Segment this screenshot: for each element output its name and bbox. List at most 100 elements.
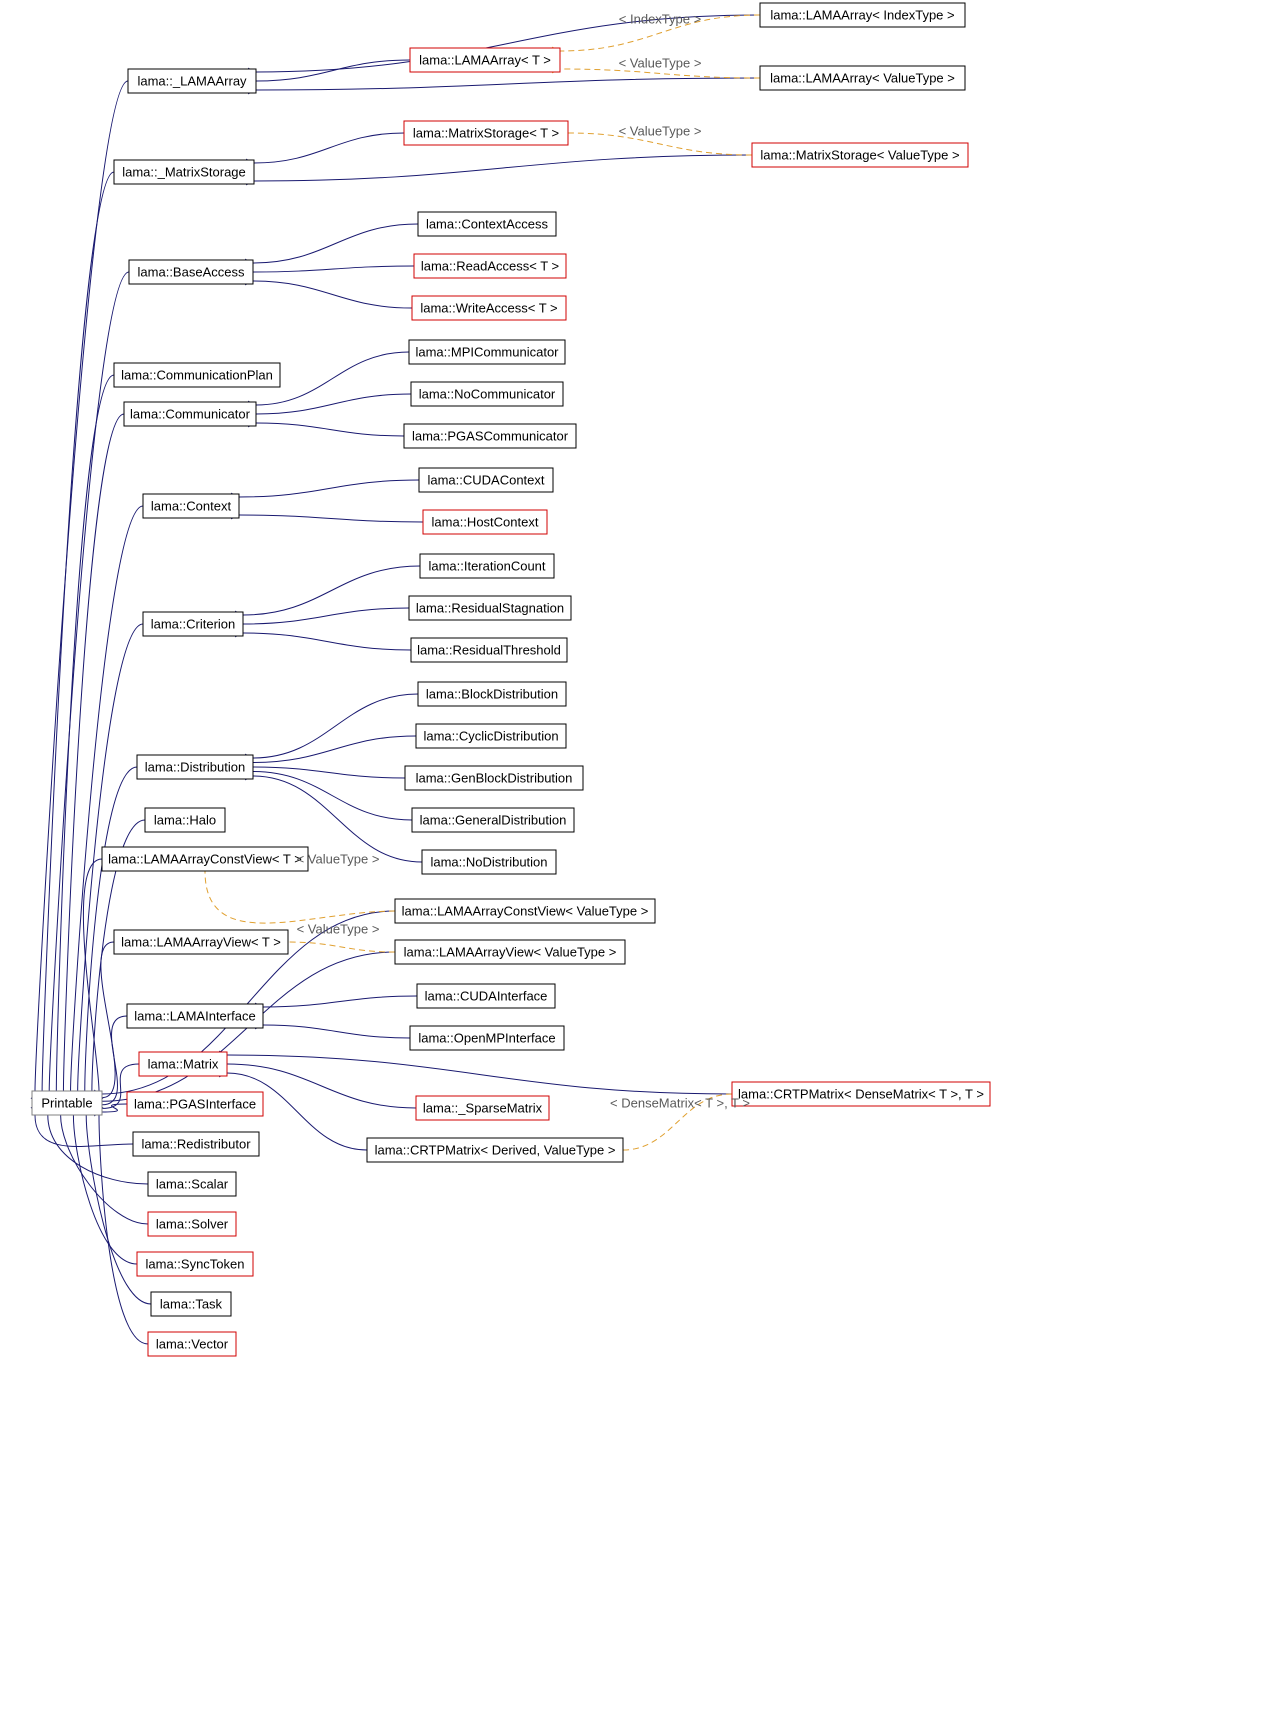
node-BaseAccess[interactable]: lama::BaseAccess [129,260,253,284]
node-Task[interactable]: lama::Task [151,1292,231,1316]
node-NoDistribution[interactable]: lama::NoDistribution [422,850,556,874]
node-GeneralDistribution[interactable]: lama::GeneralDistribution [412,808,574,832]
node-LAMAInterface[interactable]: lama::LAMAInterface [127,1004,263,1028]
node-GenBlockDistribution[interactable]: lama::GenBlockDistribution [405,766,583,790]
node-label: lama::ContextAccess [426,216,549,231]
node-label: lama::CRTPMatrix< DenseMatrix< T >, T > [738,1086,984,1101]
node-LAMAArrayViewV[interactable]: lama::LAMAArrayView< ValueType > [395,940,625,964]
edge [49,272,129,1091]
node-label: lama::MatrixStorage< ValueType > [760,147,959,162]
node-CRTPMatrixDMT[interactable]: lama::CRTPMatrix< DenseMatrix< T >, T > [732,1082,990,1106]
node-label: lama::CommunicationPlan [121,367,273,382]
node-LAMAArrayValue[interactable]: lama::LAMAArray< ValueType > [760,66,965,90]
node-OpenMPInterface[interactable]: lama::OpenMPInterface [410,1026,564,1050]
node-label: lama::LAMAArrayView< T > [121,934,281,949]
node-Distribution[interactable]: lama::Distribution [137,755,253,779]
node-CUDAInterface[interactable]: lama::CUDAInterface [417,984,555,1008]
node-SparseMatrix[interactable]: lama::_SparseMatrix [416,1096,549,1120]
node-MatrixStorageT[interactable]: lama::MatrixStorage< T > [404,121,568,145]
node-label: lama::CRTPMatrix< Derived, ValueType > [375,1142,616,1157]
node-label: lama::Solver [156,1216,229,1231]
node-label: lama::LAMAArray< IndexType > [770,7,954,22]
node-Context[interactable]: lama::Context [143,494,239,518]
node-label: lama::PGASCommunicator [412,428,569,443]
node-ResidualStagnation[interactable]: lama::ResidualStagnation [409,596,571,620]
edge-label: < ValueType > [619,55,702,70]
edge [253,266,414,272]
node-MPICommunicator[interactable]: lama::MPICommunicator [409,340,565,364]
edge [263,1025,410,1038]
node-ReadAccess[interactable]: lama::ReadAccess< T > [414,254,566,278]
node-CyclicDistribution[interactable]: lama::CyclicDistribution [416,724,566,748]
node-label: lama::_LAMAArray [137,73,247,88]
node-label: lama::LAMAArray< T > [419,52,551,67]
node-label: lama::Halo [154,812,216,827]
edge [256,394,411,414]
edge [71,506,143,1091]
node-Vector[interactable]: lama::Vector [148,1332,236,1356]
node-label: lama::BlockDistribution [426,686,558,701]
node-ContextAccess[interactable]: lama::ContextAccess [418,212,556,236]
node-label: lama::Task [160,1296,223,1311]
node-BlockDistribution[interactable]: lama::BlockDistribution [418,682,566,706]
node-label: lama::Context [151,498,232,513]
node-label: lama::LAMAArrayView< ValueType > [404,944,617,959]
node-Solver[interactable]: lama::Solver [148,1212,236,1236]
node-label: lama::_SparseMatrix [423,1100,543,1115]
edge [254,155,752,181]
node-Scalar[interactable]: lama::Scalar [148,1172,236,1196]
edge [254,133,404,163]
edge [256,423,404,436]
edge [101,942,115,1098]
node-label: lama::LAMAArray< ValueType > [770,70,955,85]
node-LAMAArray[interactable]: lama::_LAMAArray [128,69,256,93]
node-HostContext[interactable]: lama::HostContext [423,510,547,534]
node-IterationCount[interactable]: lama::IterationCount [420,554,554,578]
node-PGASCommunicator[interactable]: lama::PGASCommunicator [404,424,576,448]
edge [63,414,124,1091]
edge [253,736,416,763]
edge [227,1055,732,1094]
node-Redistributor[interactable]: lama::Redistributor [133,1132,259,1156]
node-label: lama::OpenMPInterface [418,1030,555,1045]
node-label: lama::MatrixStorage< T > [413,125,559,140]
node-LAMAArrayIndex[interactable]: lama::LAMAArray< IndexType > [760,3,965,27]
edge [243,608,409,624]
node-CommunicationPlan[interactable]: lama::CommunicationPlan [114,363,280,387]
edge [239,515,423,522]
node-label: lama::ReadAccess< T > [421,258,559,273]
node-Criterion[interactable]: lama::Criterion [143,612,243,636]
node-Printable[interactable]: Printable [32,1091,102,1115]
node-WriteAccess[interactable]: lama::WriteAccess< T > [412,296,566,320]
node-Communicator[interactable]: lama::Communicator [124,402,256,426]
node-label: lama::Matrix [148,1056,219,1071]
node-LAMAArrayConstViewT[interactable]: lama::LAMAArrayConstView< T > [102,847,308,871]
inheritance-diagram: Printablelama::_LAMAArraylama::LAMAArray… [0,0,1283,1733]
edge [102,1016,127,1105]
node-Matrix[interactable]: lama::Matrix [139,1052,227,1076]
node-label: lama::CUDAContext [427,472,544,487]
node-label: lama::SyncToken [146,1256,245,1271]
node-label: lama::WriteAccess< T > [420,300,557,315]
node-PGASInterface[interactable]: lama::PGASInterface [127,1092,263,1116]
edge-label: < ValueType > [297,921,380,936]
node-label: lama::CUDAInterface [425,988,548,1003]
node-NoCommunicator[interactable]: lama::NoCommunicator [411,382,563,406]
node-MatrixStorageValue[interactable]: lama::MatrixStorage< ValueType > [752,143,968,167]
node-LAMAArrayConstViewV[interactable]: lama::LAMAArrayConstView< ValueType > [395,899,655,923]
node-SyncToken[interactable]: lama::SyncToken [137,1252,253,1276]
node-label: lama::CyclicDistribution [423,728,558,743]
edge [239,480,419,497]
node-LAMAArrayViewT[interactable]: lama::LAMAArrayView< T > [114,930,288,954]
node-MatrixStorage[interactable]: lama::_MatrixStorage [114,160,254,184]
node-label: lama::NoCommunicator [419,386,556,401]
node-LAMAArrayT[interactable]: lama::LAMAArray< T > [410,48,560,72]
node-CUDAContext[interactable]: lama::CUDAContext [419,468,553,492]
edge [288,942,395,952]
node-ResidualThreshold[interactable]: lama::ResidualThreshold [411,638,567,662]
node-Halo[interactable]: lama::Halo [145,808,225,832]
node-label: lama::Redistributor [141,1136,251,1151]
node-CRTPMatrixDV[interactable]: lama::CRTPMatrix< Derived, ValueType > [367,1138,623,1162]
node-label: lama::IterationCount [428,558,545,573]
node-label: lama::LAMAArrayConstView< ValueType > [402,903,649,918]
